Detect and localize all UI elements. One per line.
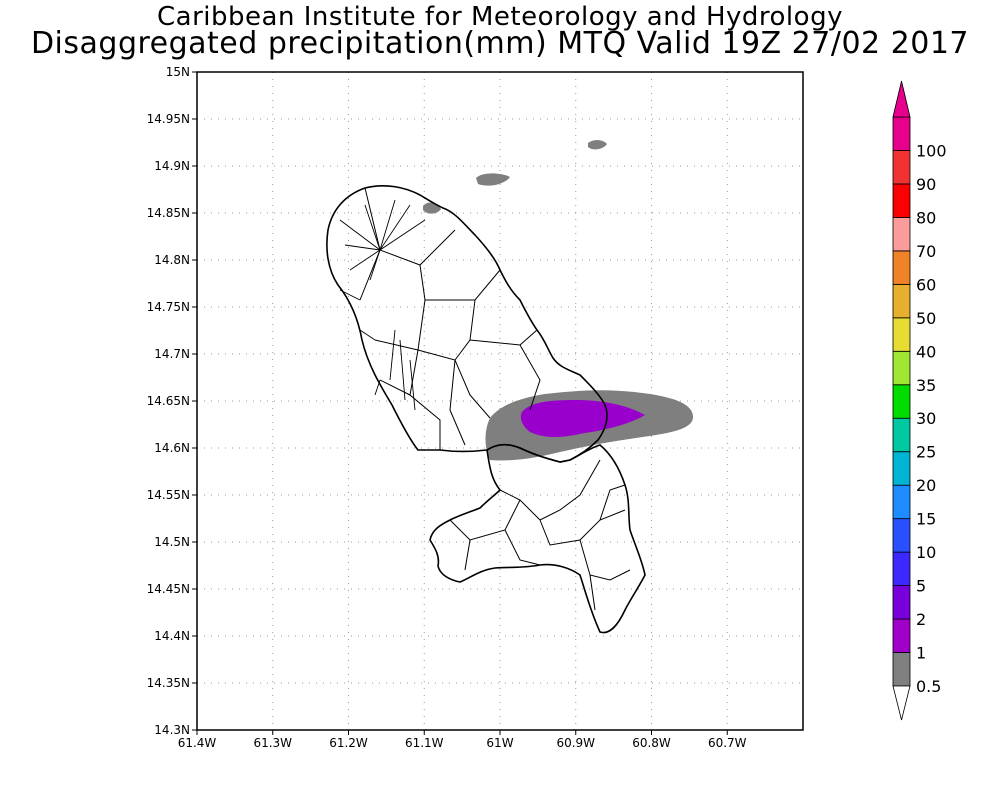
colorbar-swatch — [892, 317, 911, 352]
lon-tick-label: 61.3W — [253, 736, 292, 750]
lat-tick-label: 14.9N — [154, 159, 190, 173]
precip-area-purple — [520, 400, 645, 438]
precip-area-gray-islet-3 — [423, 202, 441, 214]
lon-tick-label: 61.1W — [405, 736, 444, 750]
colorbar-swatch — [892, 283, 911, 319]
colorbar-top-arrow — [892, 80, 911, 118]
colorbar-swatch — [892, 250, 911, 285]
lon-tick-label: 60.7W — [708, 736, 747, 750]
colorbar-level-label: 30 — [916, 409, 936, 428]
colorbar-swatch — [892, 451, 911, 486]
precipitation-field — [423, 140, 694, 461]
colorbar-swatch — [892, 518, 911, 553]
lat-tick-label: 15N — [166, 65, 190, 79]
colorbar-level-label: 35 — [916, 376, 936, 395]
chart-subtitle: Disaggregated precipitation(mm) MTQ Vali… — [30, 26, 970, 61]
lat-tick-label: 14.5N — [154, 535, 190, 549]
lon-tick-label: 61W — [486, 736, 513, 750]
colorbar-level-label: 90 — [916, 175, 936, 194]
colorbar-level-label: 60 — [916, 275, 936, 294]
lat-tick-label: 14.85N — [147, 206, 190, 220]
lon-tick-label: 60.8W — [632, 736, 671, 750]
colorbar-swatch — [892, 217, 911, 252]
latitude-axis: 15N 14.95N 14.9N 14.85N 14.8N 14.75N 14.7N 14.6… — [147, 65, 197, 737]
commune-boundaries-north — [359, 187, 541, 450]
colorbar-swatch — [892, 484, 911, 520]
lat-tick-label: 14.3N — [154, 723, 190, 737]
lat-tick-label: 14.4N — [154, 629, 190, 643]
lat-tick-label: 14.35N — [147, 676, 190, 690]
longitude-axis: 61.4W 61.3W 61.2W 61.1W 61W 60.9W 60.8W 60.7W — [178, 730, 747, 750]
drainage-north — [339, 199, 426, 411]
colorbar-swatch — [892, 116, 911, 151]
colorbar-level-label: 50 — [916, 309, 936, 328]
colorbar-level-label: 100 — [916, 141, 947, 160]
lat-tick-label: 14.6N — [154, 441, 190, 455]
colorbar-swatch — [892, 652, 911, 687]
precip-area-gray-islet-2 — [588, 140, 607, 150]
lat-tick-label: 14.75N — [147, 300, 190, 314]
colorbar-level-label: 20 — [916, 476, 936, 495]
colorbar-level-label: 25 — [916, 443, 936, 462]
lat-tick-label: 14.65N — [147, 394, 190, 408]
colorbar-level-label: 70 — [916, 242, 936, 261]
colorbar-level-label: 80 — [916, 208, 936, 227]
lon-tick-label: 60.9W — [556, 736, 595, 750]
commune-boundaries-south — [449, 459, 631, 611]
lat-tick-label: 14.8N — [154, 253, 190, 267]
colorbar-swatch — [892, 384, 911, 419]
colorbar-level-label: 2 — [916, 610, 926, 629]
colorbar-swatch — [892, 350, 911, 386]
lat-tick-label: 14.95N — [147, 112, 190, 126]
colorbar-swatch — [892, 183, 911, 218]
lat-tick-label: 14.45N — [147, 582, 190, 596]
precip-area-gray-islet-1 — [476, 173, 510, 186]
map-grid — [197, 72, 803, 730]
lon-tick-label: 61.2W — [329, 736, 368, 750]
coastline-south — [429, 443, 646, 634]
colorbar-level-label: 0.5 — [916, 677, 941, 696]
lon-tick-label: 61.4W — [178, 736, 217, 750]
colorbar-swatch — [892, 150, 911, 185]
colorbar-swatch — [892, 551, 911, 586]
lat-tick-label: 14.7N — [154, 347, 190, 361]
colorbar-level-label: 40 — [916, 342, 936, 361]
colorbar-bottom-arrow — [892, 685, 911, 721]
colorbar-swatch — [892, 618, 911, 653]
colorbar-level-label: 15 — [916, 510, 936, 529]
colorbar-level-label: 1 — [916, 644, 926, 663]
martinique-outline — [326, 185, 646, 634]
colorbar-level-label: 5 — [916, 577, 926, 596]
lat-tick-label: 14.55N — [147, 488, 190, 502]
colorbar-swatch — [892, 585, 911, 620]
colorbar-level-label: 10 — [916, 543, 936, 562]
chart-title: Caribbean Institute for Meteorology and … — [157, 2, 843, 32]
colorbar-swatch — [892, 417, 911, 453]
